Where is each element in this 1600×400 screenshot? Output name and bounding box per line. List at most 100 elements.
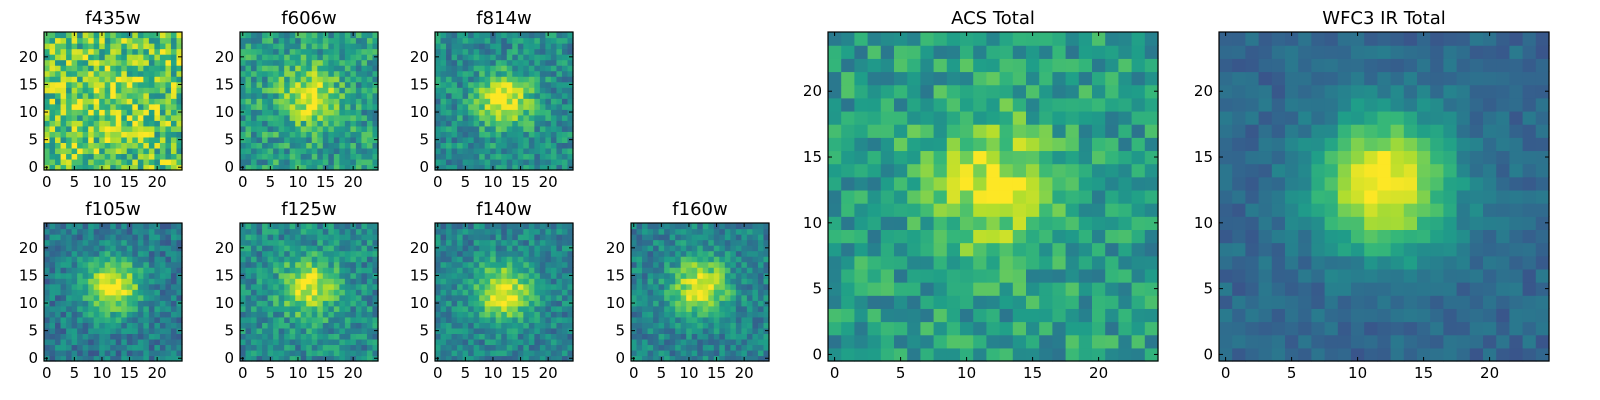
heat-cell xyxy=(653,245,660,252)
heat-cell xyxy=(757,349,765,357)
heat-cell xyxy=(457,316,464,323)
heat-cell xyxy=(653,234,660,241)
heat-cell xyxy=(517,278,524,285)
heat-cell xyxy=(121,158,128,166)
heat-cell xyxy=(110,48,117,55)
heat-cell xyxy=(534,294,541,301)
heat-cell xyxy=(82,283,89,290)
heat-cell xyxy=(1065,203,1080,217)
heat-cell xyxy=(730,305,737,312)
heat-cell xyxy=(457,43,464,50)
heat-cell xyxy=(251,59,258,66)
heat-cell xyxy=(66,32,73,39)
heat-cell xyxy=(512,250,519,257)
heat-cell xyxy=(77,311,84,318)
heat-cell xyxy=(256,234,263,241)
heat-cell xyxy=(170,333,178,340)
heat-cell xyxy=(462,98,469,105)
heat-cell xyxy=(933,163,948,178)
heat-cell xyxy=(894,189,908,204)
heat-cell xyxy=(143,158,150,166)
heat-cell xyxy=(664,250,671,257)
heat-cell xyxy=(1118,176,1133,191)
heat-cell xyxy=(664,261,671,268)
heat-cell xyxy=(60,103,67,110)
heat-cell xyxy=(517,294,524,301)
heat-cell xyxy=(121,316,128,323)
heat-cell xyxy=(451,147,458,155)
heat-cell xyxy=(473,70,480,77)
heat-cell xyxy=(137,322,144,329)
heat-cell xyxy=(567,153,574,160)
heat-cell xyxy=(933,282,948,296)
heat-cell xyxy=(675,289,682,296)
heat-cell xyxy=(361,338,368,346)
heat-cell xyxy=(339,278,346,285)
heat-cell xyxy=(828,189,842,204)
heat-cell xyxy=(154,250,161,257)
heat-cell xyxy=(71,65,78,72)
heat-cell xyxy=(1052,282,1067,296)
x-tick-label: 0 xyxy=(238,173,248,191)
heat-cell xyxy=(528,37,535,44)
heat-cell xyxy=(77,76,84,83)
heat-cell xyxy=(99,300,106,307)
heat-cell xyxy=(446,158,453,166)
heat-cell xyxy=(289,283,296,290)
heat-cell xyxy=(841,255,855,270)
heat-cell xyxy=(920,203,935,217)
heat-cell xyxy=(517,158,524,166)
heat-cell xyxy=(289,322,296,329)
heat-cell xyxy=(328,153,335,160)
heat-cell xyxy=(457,228,464,235)
heat-cell xyxy=(730,250,737,257)
heat-cell xyxy=(556,228,563,235)
heat-cell xyxy=(339,153,346,160)
heat-cell xyxy=(333,294,340,301)
heat-cell xyxy=(328,158,335,166)
heat-cell xyxy=(104,239,111,246)
heat-cell xyxy=(306,136,313,143)
heat-cell xyxy=(495,338,502,346)
heat-cell xyxy=(713,338,720,346)
heat-cell xyxy=(60,333,67,340)
heat-cell xyxy=(273,164,280,171)
heat-cell xyxy=(110,158,117,166)
heat-cell xyxy=(473,311,480,318)
heat-cell xyxy=(273,54,280,61)
heat-cell xyxy=(960,347,974,362)
heat-cell xyxy=(115,283,122,290)
heat-cell xyxy=(93,322,100,329)
heat-cell xyxy=(44,48,51,55)
heat-cell xyxy=(317,267,324,274)
heat-cell xyxy=(295,234,302,241)
heat-cell xyxy=(60,142,67,149)
heat-cell xyxy=(435,311,442,318)
heat-cell xyxy=(550,76,558,83)
heat-cell xyxy=(1039,282,1053,296)
heat-cell xyxy=(561,103,569,110)
heat-cell xyxy=(567,103,574,110)
heat-cell xyxy=(741,316,748,323)
heat-cell xyxy=(457,98,464,105)
heat-cell xyxy=(240,267,247,274)
heat-cell xyxy=(708,272,715,279)
heat-cell xyxy=(880,295,895,309)
heat-cell xyxy=(675,261,682,268)
heat-cell xyxy=(1078,321,1093,336)
heat-cell xyxy=(946,268,961,283)
heat-cell xyxy=(154,333,161,340)
heat-cell xyxy=(256,103,263,110)
heat-cell xyxy=(165,234,172,241)
heat-cell xyxy=(154,65,161,72)
heat-cell xyxy=(501,109,508,116)
heat-cell xyxy=(730,349,737,357)
heat-cell xyxy=(435,283,442,290)
heat-cell xyxy=(973,308,987,323)
heat-cell xyxy=(88,131,95,138)
heat-cell xyxy=(333,239,340,246)
heat-cell xyxy=(289,136,296,143)
heat-cell xyxy=(44,261,51,268)
heat-cell xyxy=(763,338,770,346)
